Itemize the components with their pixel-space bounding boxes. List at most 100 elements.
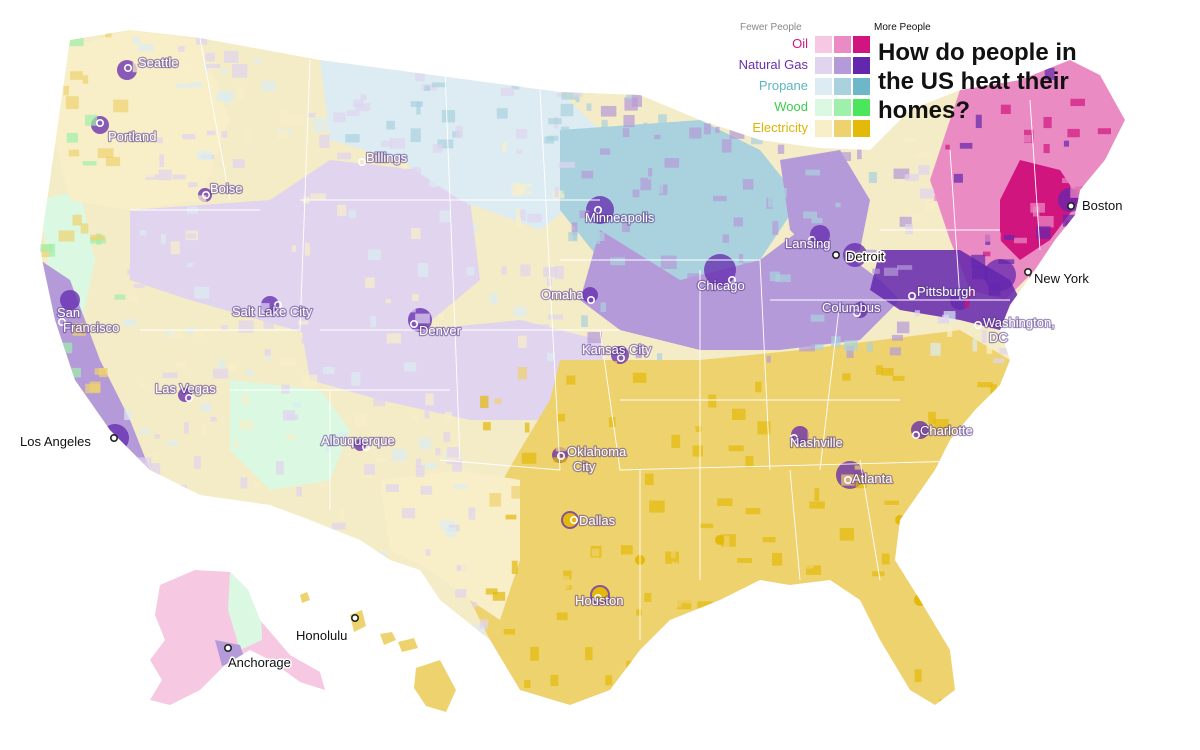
county-speckle <box>772 552 783 566</box>
county-speckle <box>452 458 463 472</box>
county-speckle <box>714 61 722 72</box>
county-speckle <box>158 555 172 562</box>
county-speckle <box>644 593 652 602</box>
county-speckle <box>621 37 635 44</box>
county-speckle <box>108 458 118 466</box>
county-speckle <box>333 112 346 123</box>
city-marker <box>1067 202 1076 211</box>
county-speckle <box>239 420 254 430</box>
county-speckle <box>322 366 335 375</box>
city-marker <box>843 475 852 484</box>
county-speckle <box>560 487 573 494</box>
county-speckle <box>587 331 603 344</box>
county-speckle <box>657 353 663 361</box>
county-speckle <box>827 483 833 492</box>
metro-gas-blob <box>843 243 867 267</box>
county-speckle <box>153 40 160 53</box>
region-upper-midwest-propane <box>560 120 800 280</box>
county-speckle <box>340 662 352 677</box>
region-california-gas <box>40 260 150 470</box>
county-speckle <box>63 682 74 687</box>
county-speckle <box>235 300 243 311</box>
county-speckle <box>1117 565 1125 579</box>
county-speckle <box>806 565 822 575</box>
county-speckle <box>1054 527 1067 533</box>
county-speckle <box>767 394 784 400</box>
county-speckle <box>918 165 930 175</box>
city-label-san-francisco: San Francisco <box>57 305 119 335</box>
county-speckle <box>221 130 228 138</box>
county-speckle <box>128 294 138 303</box>
county-speckle <box>715 126 720 134</box>
county-speckle <box>550 674 559 686</box>
county-speckle <box>549 556 566 568</box>
county-speckle <box>442 347 459 359</box>
county-speckle <box>435 448 441 456</box>
county-speckle <box>654 134 661 140</box>
county-speckle <box>888 690 899 703</box>
county-speckle <box>581 315 588 328</box>
county-speckle <box>1040 628 1056 641</box>
county-speckle <box>184 421 189 434</box>
county-speckle <box>814 488 820 502</box>
county-speckle <box>738 253 744 263</box>
county-speckle <box>65 96 79 110</box>
county-speckle <box>911 401 927 408</box>
county-speckle <box>916 152 931 158</box>
city-marker <box>273 300 282 309</box>
county-speckle <box>868 171 877 184</box>
city-label-las-vegas: Las Vegas <box>155 381 216 396</box>
county-speckle <box>63 85 69 96</box>
metro-gas-blob <box>586 196 614 224</box>
county-speckle <box>735 498 746 511</box>
county-speckle <box>461 646 474 659</box>
county-speckle <box>248 512 264 522</box>
county-speckle <box>331 522 346 530</box>
county-speckle <box>143 137 152 151</box>
county-speckle <box>207 164 214 176</box>
county-speckle <box>377 457 387 463</box>
county-speckle <box>232 64 248 78</box>
county-speckle <box>310 193 326 200</box>
county-speckle <box>816 550 825 562</box>
county-speckle <box>1042 681 1048 693</box>
county-speckle <box>715 400 726 408</box>
county-speckle <box>560 103 574 117</box>
county-speckle <box>500 87 515 96</box>
county-speckle <box>564 646 572 651</box>
city-label-houston: Houston <box>575 593 623 608</box>
county-speckle <box>664 158 680 168</box>
county-speckle <box>1071 643 1080 656</box>
county-speckle <box>175 485 188 493</box>
county-speckle <box>984 677 1000 690</box>
county-speckle <box>530 646 539 661</box>
county-speckle <box>425 393 434 406</box>
county-speckle <box>998 259 1015 264</box>
county-speckle <box>66 132 78 143</box>
city-marker <box>907 291 916 300</box>
county-speckle <box>111 668 127 674</box>
county-speckle <box>84 114 98 126</box>
city-marker <box>593 206 602 215</box>
county-speckle <box>1029 430 1035 440</box>
county-speckle <box>1082 34 1091 45</box>
county-speckle <box>977 382 993 388</box>
county-speckle <box>661 651 666 659</box>
county-speckle <box>671 434 681 448</box>
county-speckle <box>732 408 746 420</box>
county-speckle <box>416 458 422 468</box>
county-speckle <box>236 86 245 99</box>
county-speckle <box>123 538 134 551</box>
county-speckle <box>661 129 676 143</box>
county-speckle <box>313 206 322 213</box>
county-speckle <box>429 176 439 188</box>
county-speckle <box>981 657 989 668</box>
legend-label-natural-gas: Natural Gas <box>738 57 808 72</box>
county-speckle <box>703 123 711 135</box>
county-speckle <box>480 395 489 409</box>
county-speckle <box>723 535 730 548</box>
county-speckle <box>872 571 885 577</box>
county-speckle <box>943 311 956 322</box>
county-speckle <box>102 686 110 696</box>
county-speckle <box>286 434 297 440</box>
